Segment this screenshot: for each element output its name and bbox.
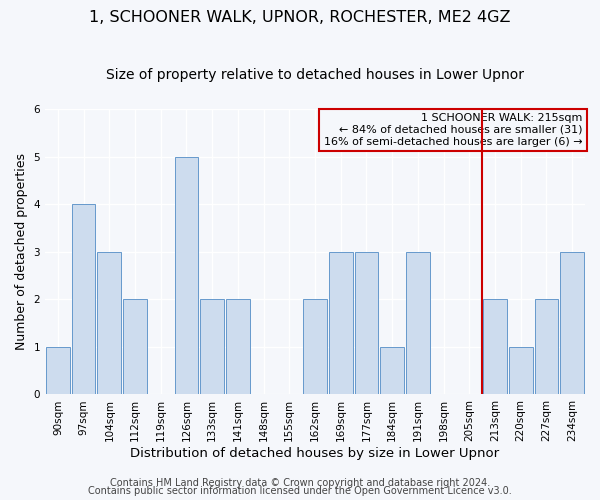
Bar [355, 252, 378, 394]
Bar [535, 300, 558, 394]
Text: 1 SCHOONER WALK: 215sqm
← 84% of detached houses are smaller (31)
16% of semi-de: 1 SCHOONER WALK: 215sqm ← 84% of detache… [323, 114, 583, 146]
Bar [560, 252, 584, 394]
Bar [406, 252, 430, 394]
Bar [97, 252, 121, 394]
Text: 1, SCHOONER WALK, UPNOR, ROCHESTER, ME2 4GZ: 1, SCHOONER WALK, UPNOR, ROCHESTER, ME2 … [89, 10, 511, 25]
Bar [175, 156, 198, 394]
Bar [123, 300, 147, 394]
Bar [200, 300, 224, 394]
Y-axis label: Number of detached properties: Number of detached properties [15, 154, 28, 350]
Title: Size of property relative to detached houses in Lower Upnor: Size of property relative to detached ho… [106, 68, 524, 82]
Bar [509, 347, 533, 395]
Text: Contains HM Land Registry data © Crown copyright and database right 2024.: Contains HM Land Registry data © Crown c… [110, 478, 490, 488]
Bar [483, 300, 507, 394]
Text: Contains public sector information licensed under the Open Government Licence v3: Contains public sector information licen… [88, 486, 512, 496]
Bar [303, 300, 327, 394]
Bar [46, 347, 70, 395]
Bar [380, 347, 404, 395]
Bar [226, 300, 250, 394]
Bar [72, 204, 95, 394]
X-axis label: Distribution of detached houses by size in Lower Upnor: Distribution of detached houses by size … [130, 447, 500, 460]
Bar [329, 252, 353, 394]
